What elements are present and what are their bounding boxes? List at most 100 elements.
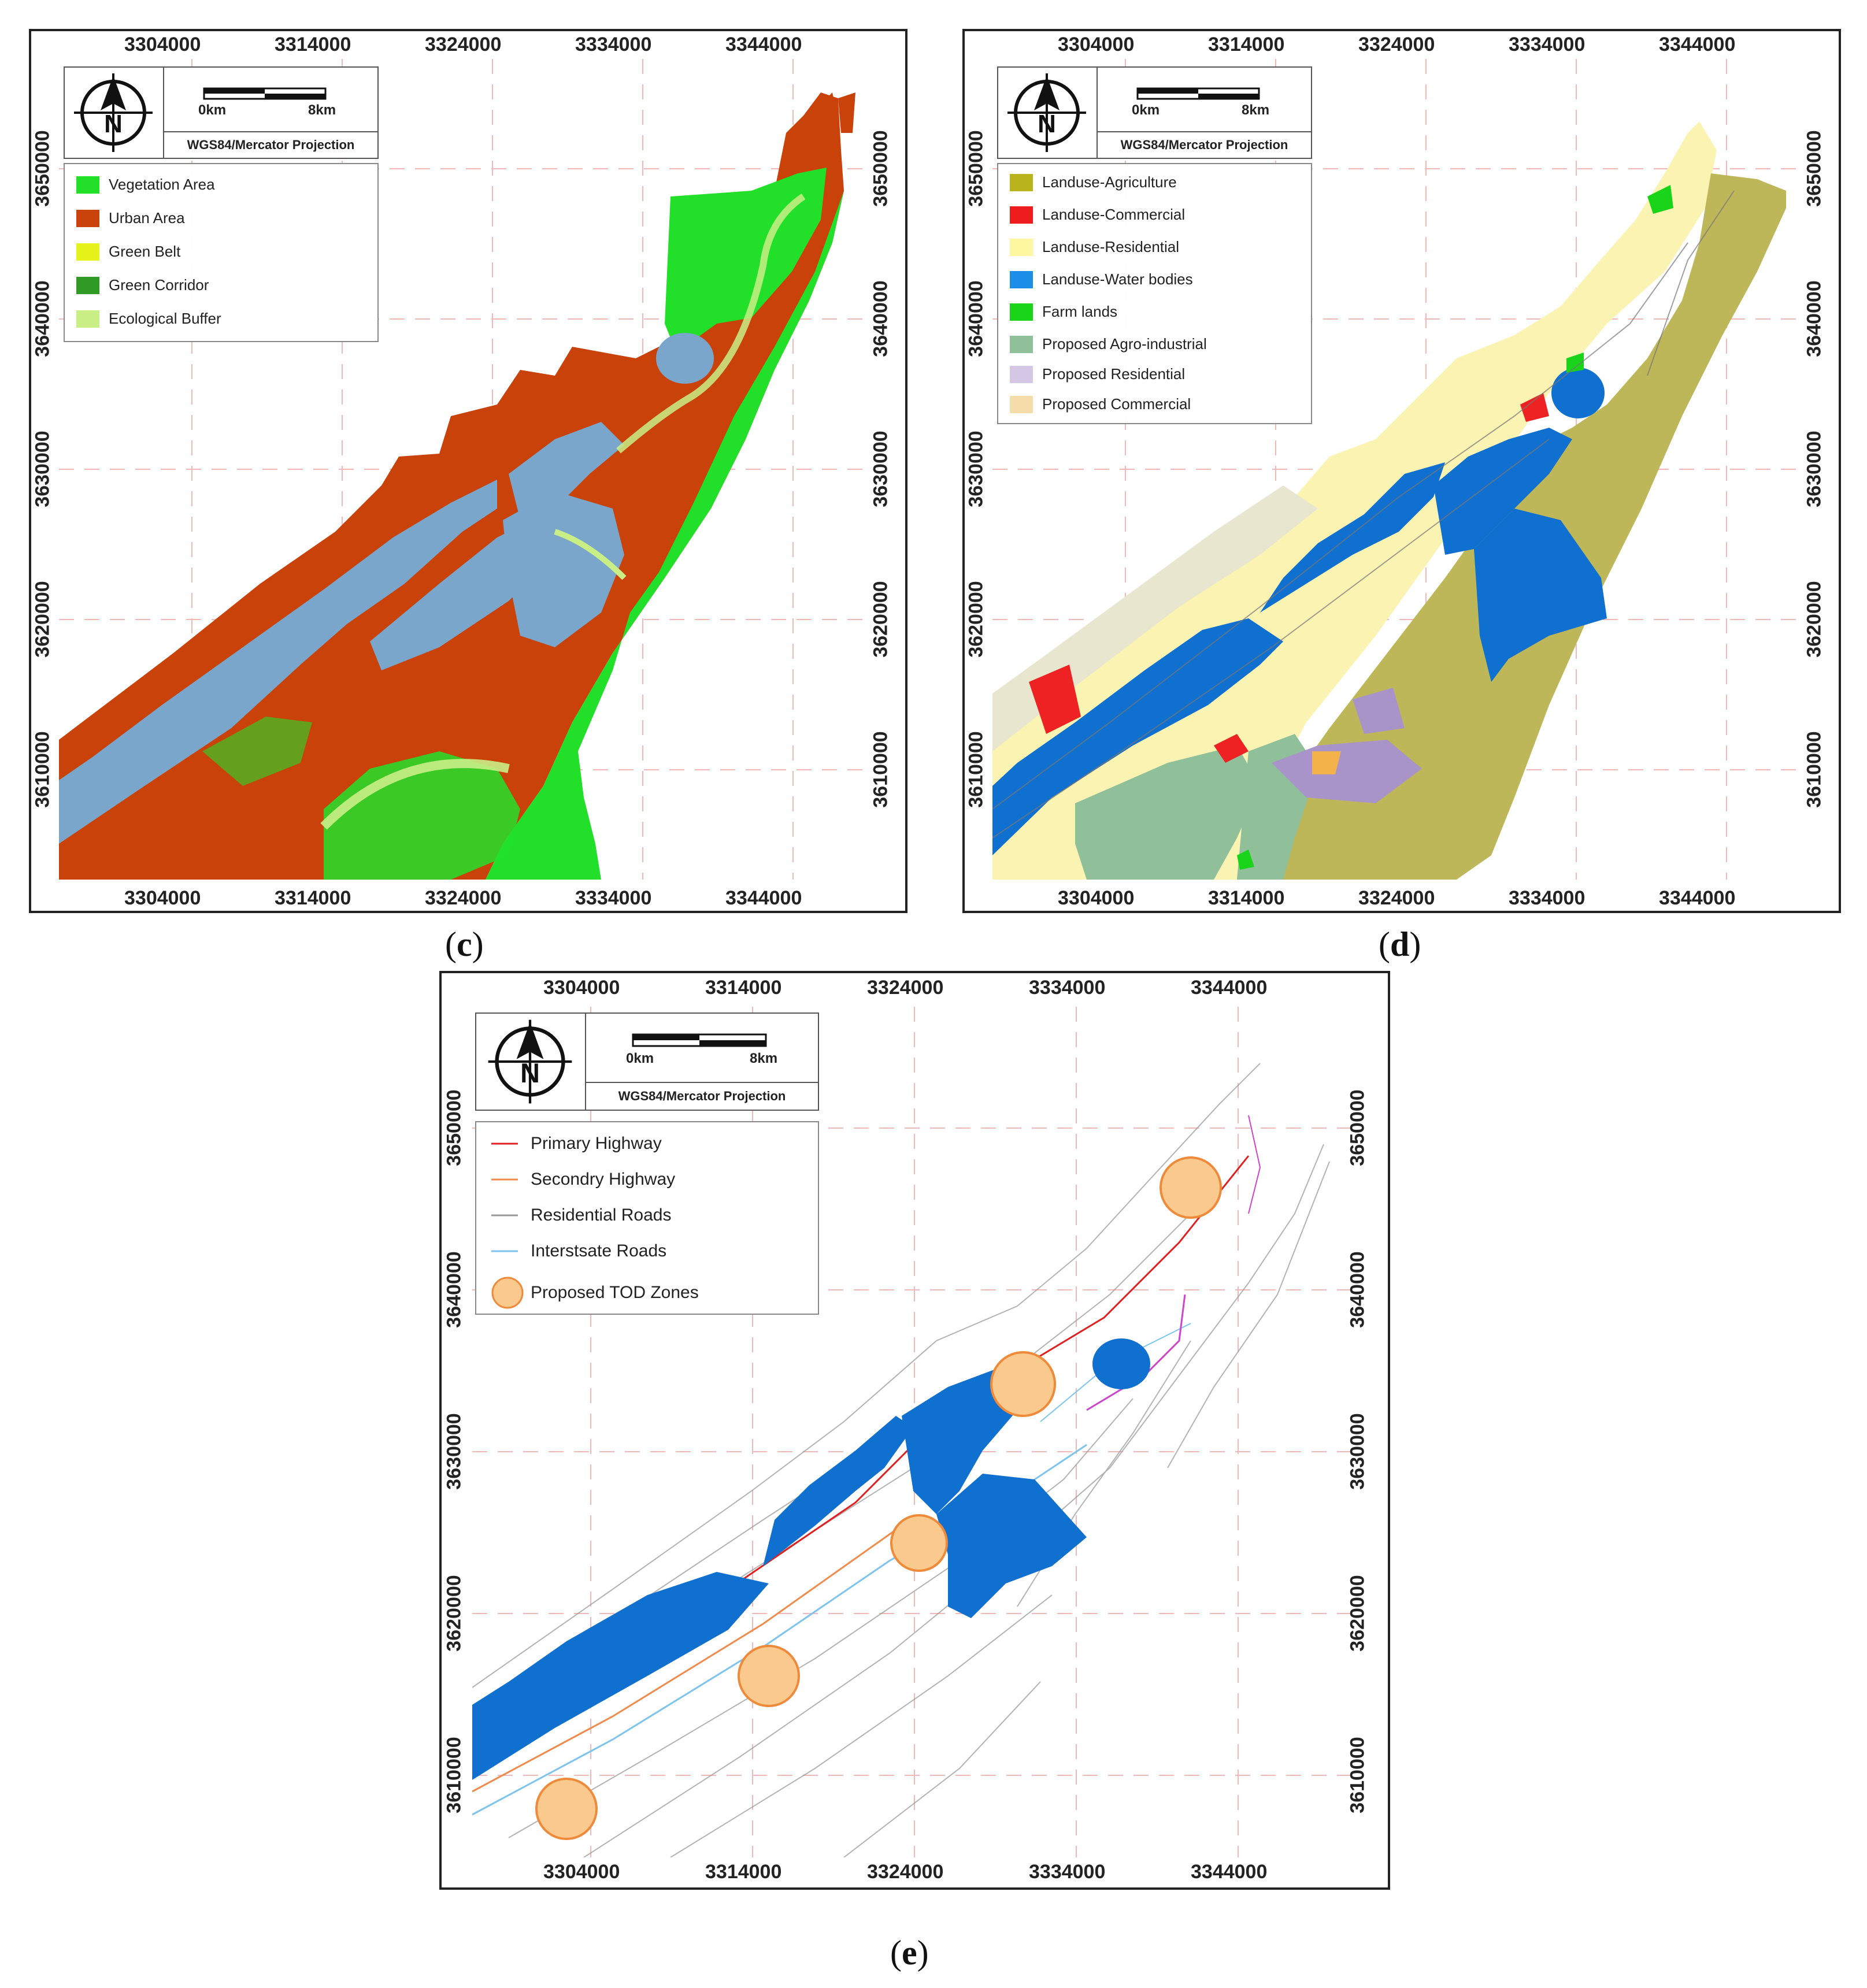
x-tick-bottom-c-3: 3324000 xyxy=(425,887,502,909)
legend-item: Landuse-Water bodies xyxy=(1010,270,1193,288)
y-tick-right-e-1: 3650000 xyxy=(1346,1089,1369,1166)
y-tick-left-c-1: 3650000 xyxy=(31,130,54,207)
legend-label: Proposed Residential xyxy=(1042,365,1186,383)
legend-label: Landuse-Commercial xyxy=(1042,206,1186,223)
legend-label: Landuse-Residential xyxy=(1042,238,1180,255)
x-tick-bottom-d-3: 3324000 xyxy=(1358,887,1435,909)
y-tick-right-d-3: 3630000 xyxy=(1803,431,1825,507)
north-arrow-icon: N xyxy=(488,1019,572,1104)
scale-bar-d: 0km 8km xyxy=(1097,68,1311,131)
legend-swatch xyxy=(1010,206,1033,224)
legend-line-swatch xyxy=(491,1214,518,1216)
legend-swatch xyxy=(76,176,99,194)
x-tick-top-d-1: 3304000 xyxy=(1058,34,1135,55)
y-tick-left-e-1: 3650000 xyxy=(443,1089,465,1166)
legend-swatch xyxy=(76,310,99,328)
compass-box-c: N xyxy=(65,68,164,158)
legend-swatch xyxy=(76,243,99,261)
farm-lands-region xyxy=(1647,185,1673,214)
tod-zone-3 xyxy=(890,1514,948,1572)
y-tick-right-e-4: 3620000 xyxy=(1346,1575,1369,1652)
y-tick-left-d-1: 3650000 xyxy=(965,130,987,207)
legend-item: Landuse-Residential xyxy=(1010,238,1179,256)
y-tick-left-d-4: 3620000 xyxy=(965,581,987,658)
y-tick-left-c-5: 3610000 xyxy=(31,731,54,808)
legend-line-swatch xyxy=(491,1143,518,1145)
agro-industrial-region xyxy=(1075,746,1260,880)
map-header-e: N 0km 8km WGS84/Mercator Projection xyxy=(475,1012,819,1111)
legend-item: Primary Highway xyxy=(490,1134,662,1154)
scale-bar-icon xyxy=(1136,87,1260,100)
legend-item: Ecological Buffer xyxy=(76,310,221,328)
y-tick-right-d-2: 3640000 xyxy=(1803,280,1825,357)
legend-swatch xyxy=(1010,173,1033,191)
panel-d: 3304000 3314000 3324000 3334000 3344000 … xyxy=(936,0,1867,982)
legend-d: Landuse-Agriculture Landuse-Commercial L… xyxy=(997,163,1312,424)
legend-item: Urban Area xyxy=(76,209,185,227)
x-tick-bottom-d-2: 3314000 xyxy=(1208,887,1285,909)
x-tick-top-c-1: 3304000 xyxy=(124,34,201,55)
y-tick-right-e-5: 3610000 xyxy=(1346,1737,1369,1813)
compass-letter: N xyxy=(1038,110,1056,138)
secondary-highway-line xyxy=(472,1525,902,1793)
tod-zone-5 xyxy=(535,1778,598,1840)
y-tick-left-d-5: 3610000 xyxy=(965,731,987,808)
legend-line-swatch xyxy=(491,1250,518,1252)
proposed-residential-region xyxy=(1272,740,1422,803)
legend-item: Farm lands xyxy=(1010,303,1117,321)
panel-e: 3304000 3314000 3324000 3334000 3344000 … xyxy=(439,971,1393,1988)
scale-end-label: 8km xyxy=(750,1051,778,1066)
legend-swatch xyxy=(1010,395,1033,413)
y-tick-left-c-3: 3630000 xyxy=(31,431,54,507)
lake-region-c xyxy=(59,480,497,844)
legend-item: Green Corridor xyxy=(76,276,209,294)
y-tick-right-c-4: 3620000 xyxy=(869,581,892,658)
legend-item: Interstsate Roads xyxy=(490,1241,666,1261)
legend-label: Green Corridor xyxy=(109,276,209,294)
panel-c: 3304000 3314000 3324000 3334000 3344000 … xyxy=(0,0,919,982)
legend-item: Residential Roads xyxy=(490,1206,671,1225)
x-tick-bottom-e-4: 3334000 xyxy=(1029,1861,1106,1883)
map-canvas-d xyxy=(992,59,1809,880)
legend-item: Green Belt xyxy=(76,243,180,261)
x-tick-bottom-d-5: 3344000 xyxy=(1659,887,1736,909)
y-tick-left-d-2: 3640000 xyxy=(965,280,987,357)
legend-item: Landuse-Commercial xyxy=(1010,206,1185,224)
x-tick-bottom-d-4: 3334000 xyxy=(1509,887,1586,909)
legend-item: Vegetation Area xyxy=(76,176,215,194)
scale-bar-icon xyxy=(203,87,327,100)
tod-zone-4 xyxy=(738,1645,800,1707)
x-tick-top-d-2: 3314000 xyxy=(1208,34,1285,55)
y-tick-right-c-3: 3630000 xyxy=(869,431,892,507)
legend-c: Vegetation Area Urban Area Green Belt Gr… xyxy=(64,163,379,342)
legend-swatch xyxy=(1010,303,1033,321)
legend-item: Landuse-Agriculture xyxy=(1010,173,1177,191)
scale-bar-e: 0km 8km xyxy=(587,1014,818,1081)
x-tick-top-d-3: 3324000 xyxy=(1358,34,1435,55)
x-tick-top-c-5: 3344000 xyxy=(725,34,802,55)
x-tick-bottom-e-1: 3304000 xyxy=(543,1861,620,1883)
y-tick-left-e-2: 3640000 xyxy=(443,1251,465,1328)
legend-swatch xyxy=(1010,365,1033,383)
legend-label: Proposed Commercial xyxy=(1042,395,1191,413)
y-tick-left-e-5: 3610000 xyxy=(443,1737,465,1813)
legend-swatch xyxy=(1010,238,1033,256)
legend-item: Secondry Highway xyxy=(490,1170,675,1189)
x-tick-bottom-c-2: 3314000 xyxy=(275,887,351,909)
scale-bar-icon xyxy=(632,1033,767,1047)
legend-item: Proposed Commercial xyxy=(1010,395,1191,413)
tod-zone-2 xyxy=(990,1351,1056,1417)
y-tick-left-d-3: 3630000 xyxy=(965,431,987,507)
y-tick-right-c-1: 3650000 xyxy=(869,130,892,207)
y-tick-left-e-3: 3630000 xyxy=(443,1413,465,1490)
caption-e: (e) xyxy=(890,1934,929,1972)
caption-c: (c) xyxy=(445,925,484,963)
y-tick-right-d-5: 3610000 xyxy=(1803,731,1825,808)
legend-swatch xyxy=(76,276,99,294)
projection-label: WGS84/Mercator Projection xyxy=(164,131,377,158)
legend-swatch xyxy=(76,209,99,227)
legend-label: Urban Area xyxy=(109,209,185,227)
legend-label: Ecological Buffer xyxy=(109,310,221,327)
legend-label: Proposed Agro-industrial xyxy=(1042,335,1207,353)
y-tick-left-c-2: 3640000 xyxy=(31,280,54,357)
